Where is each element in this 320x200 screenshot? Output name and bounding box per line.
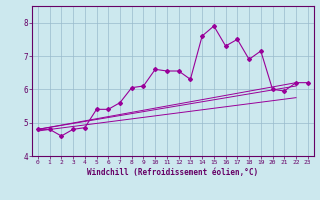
X-axis label: Windchill (Refroidissement éolien,°C): Windchill (Refroidissement éolien,°C) xyxy=(87,168,258,177)
